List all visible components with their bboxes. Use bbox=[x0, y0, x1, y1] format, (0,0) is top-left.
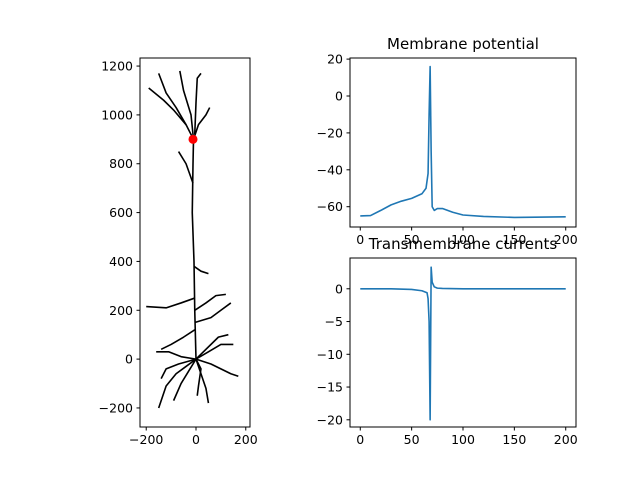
data-line bbox=[194, 302, 232, 324]
y-tick-label: 20 bbox=[327, 52, 343, 67]
data-line bbox=[360, 266, 566, 421]
axes-frame bbox=[349, 257, 577, 428]
y-tick-label: −20 bbox=[317, 125, 343, 140]
data-line bbox=[177, 151, 194, 184]
x-tick-label: 150 bbox=[502, 232, 526, 247]
x-tick-label: 100 bbox=[451, 432, 475, 447]
y-tick-label: −200 bbox=[99, 400, 133, 415]
y-tick-label: −15 bbox=[317, 380, 343, 395]
marker bbox=[188, 134, 198, 144]
data-line bbox=[195, 358, 210, 404]
data-line bbox=[193, 72, 202, 135]
y-tick-label: 1200 bbox=[101, 59, 133, 74]
data-line bbox=[195, 358, 202, 396]
x-tick-label: −200 bbox=[129, 432, 163, 447]
data-line bbox=[192, 107, 211, 140]
y-tick-label: 800 bbox=[109, 156, 133, 171]
x-tick-label: 100 bbox=[451, 232, 475, 247]
x-tick-label: 200 bbox=[234, 432, 258, 447]
data-line bbox=[148, 87, 187, 126]
axes-frame bbox=[139, 57, 251, 428]
data-line bbox=[157, 358, 197, 409]
data-line bbox=[157, 73, 195, 140]
x-tick-label: 0 bbox=[356, 232, 364, 247]
y-tick-label: −60 bbox=[317, 199, 343, 214]
data-line bbox=[160, 329, 196, 351]
data-line bbox=[172, 358, 197, 401]
data-line bbox=[160, 358, 197, 380]
y-tick-label: −40 bbox=[317, 162, 343, 177]
y-tick-label: 600 bbox=[109, 205, 133, 220]
y-tick-label: −10 bbox=[317, 347, 343, 362]
x-tick-label: 0 bbox=[192, 432, 200, 447]
x-tick-label: 0 bbox=[356, 432, 364, 447]
y-tick-label: 200 bbox=[109, 303, 133, 318]
y-tick-label: −5 bbox=[325, 314, 343, 329]
x-tick-label: 50 bbox=[404, 232, 420, 247]
y-tick-label: 1000 bbox=[101, 107, 133, 122]
data-line bbox=[195, 343, 234, 360]
x-tick-label: 200 bbox=[554, 432, 578, 447]
data-line bbox=[146, 297, 196, 309]
data-line bbox=[156, 350, 197, 360]
data-line bbox=[195, 333, 229, 360]
axes-title: Transmembrane currents bbox=[368, 235, 558, 253]
data-line bbox=[195, 358, 239, 377]
y-tick-label: −20 bbox=[317, 412, 343, 427]
data-line bbox=[194, 293, 226, 311]
data-line bbox=[191, 139, 197, 360]
data-line bbox=[360, 65, 566, 219]
axes-frame bbox=[349, 57, 577, 228]
data-line bbox=[179, 70, 195, 140]
x-tick-label: 50 bbox=[404, 432, 420, 447]
y-tick-label: 0 bbox=[125, 352, 133, 367]
y-tick-label: 0 bbox=[335, 89, 343, 104]
x-tick-label: 200 bbox=[554, 232, 578, 247]
y-tick-label: 400 bbox=[109, 254, 133, 269]
x-tick-label: 150 bbox=[502, 432, 526, 447]
y-tick-label: 0 bbox=[335, 281, 343, 296]
data-line bbox=[193, 265, 209, 275]
axes-title: Membrane potential bbox=[387, 35, 539, 53]
